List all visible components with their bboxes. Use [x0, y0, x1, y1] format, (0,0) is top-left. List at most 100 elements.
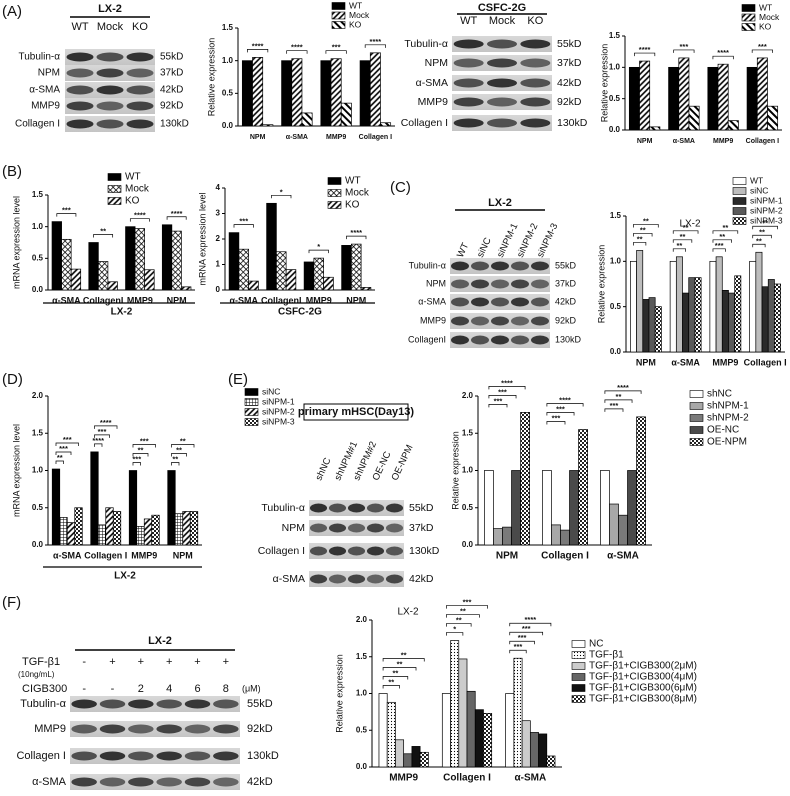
size-label: 37kD	[160, 68, 183, 79]
legend-label: shNC	[707, 389, 732, 400]
y-tick-label: 1.0	[32, 222, 44, 231]
legend-label: KO	[345, 200, 360, 211]
significance-label: **	[401, 650, 407, 659]
legend-swatch	[732, 197, 747, 205]
bar	[767, 279, 775, 353]
legend-swatch	[327, 201, 342, 209]
significance-label: **	[460, 607, 466, 616]
significance-label: ****	[501, 378, 513, 387]
bar	[276, 251, 287, 291]
bar	[320, 60, 332, 127]
significance-label: **	[57, 453, 63, 462]
blot-band	[96, 68, 124, 78]
lane-label: Mock	[489, 15, 516, 27]
bar	[483, 712, 493, 768]
bar	[484, 470, 494, 546]
significance-bracket	[446, 605, 488, 609]
bar	[143, 518, 153, 546]
bar	[538, 733, 548, 768]
blot-band	[309, 503, 328, 513]
y-tick-label: 0.0	[610, 347, 622, 356]
significance-bracket	[488, 386, 526, 390]
bar	[262, 124, 274, 127]
blot-band	[96, 101, 124, 111]
blot-band	[126, 52, 154, 62]
bar	[505, 693, 515, 768]
y-axis-label: Relative expression	[206, 38, 216, 117]
bar	[636, 416, 646, 546]
legend-label: WT	[750, 175, 763, 185]
legend-label: siNPM-2	[750, 205, 783, 215]
x-tick-label: NPM	[496, 551, 518, 562]
blot-band	[366, 574, 385, 584]
x-tick-label: NPM	[173, 550, 193, 560]
bar	[313, 257, 324, 291]
significance-bracket	[546, 412, 575, 416]
lane-label: KO	[527, 15, 543, 27]
y-tick-label: 1.5	[462, 428, 474, 437]
size-label: 130kD	[160, 119, 189, 130]
significance-label: *	[280, 187, 283, 196]
significance-label: **	[683, 223, 689, 232]
significance-label: ****	[370, 37, 382, 46]
x-tick-label: α-SMA	[607, 551, 639, 562]
bar	[688, 105, 700, 131]
significance-label: **	[616, 392, 622, 401]
legend-swatch	[107, 173, 122, 181]
x-tick-label: CollagenI	[261, 295, 302, 305]
legend-label: siNPM-3	[262, 416, 295, 426]
y-tick-label: 3	[216, 209, 221, 218]
significance-bracket	[488, 395, 517, 399]
row-label: NPM	[38, 68, 60, 79]
significance-bracket	[55, 451, 72, 456]
significance-bracket	[712, 248, 726, 252]
blot-band	[453, 97, 484, 107]
blot-band	[128, 724, 154, 734]
significance-label: ***	[98, 427, 107, 436]
legend-label: siNPM-2	[262, 406, 295, 416]
size-label: 42kD	[555, 296, 577, 306]
size-label: 55kD	[409, 502, 434, 514]
y-tick-label: 0.5	[462, 503, 474, 512]
blot-band	[309, 574, 328, 584]
blot-title: LX-2	[148, 635, 172, 647]
blot-band	[96, 119, 124, 129]
group-label: LX-2	[111, 307, 133, 318]
blot-band	[531, 335, 549, 345]
bar	[474, 709, 484, 768]
blot-band	[156, 724, 182, 734]
x-tick-label: NPM	[346, 295, 366, 305]
x-tick-label: NPM	[636, 357, 656, 367]
lane-label: shNC	[314, 456, 334, 482]
legend-swatch	[571, 684, 586, 692]
significance-label: ***	[132, 454, 141, 463]
significance-bracket	[634, 52, 656, 57]
blot-band	[99, 777, 126, 787]
bar	[717, 63, 729, 131]
y-tick-label: 0.5	[32, 503, 44, 512]
panel-label: (D)	[2, 371, 23, 388]
blot-band	[126, 119, 154, 129]
blot-band	[520, 97, 551, 107]
significance-bracket	[712, 230, 739, 234]
blot-band	[328, 503, 347, 513]
legend-swatch	[689, 426, 704, 434]
treatment-level: 6	[194, 683, 200, 695]
blot-band	[531, 279, 549, 289]
blot-band	[385, 503, 404, 513]
bar	[301, 112, 313, 127]
legend-swatch	[244, 418, 259, 426]
bar	[419, 751, 429, 768]
legend-swatch	[741, 23, 756, 31]
blot-band	[156, 699, 182, 709]
blot-band	[328, 523, 347, 533]
legend-label: Mock	[759, 12, 780, 22]
legend-label: Mock	[349, 10, 370, 20]
x-tick-label: α-SMA	[671, 357, 700, 367]
blot-band	[366, 523, 385, 533]
bar	[181, 286, 192, 291]
legend-swatch	[244, 398, 259, 406]
bar	[330, 58, 342, 127]
bar	[378, 693, 388, 768]
treatment-level: -	[82, 656, 86, 668]
